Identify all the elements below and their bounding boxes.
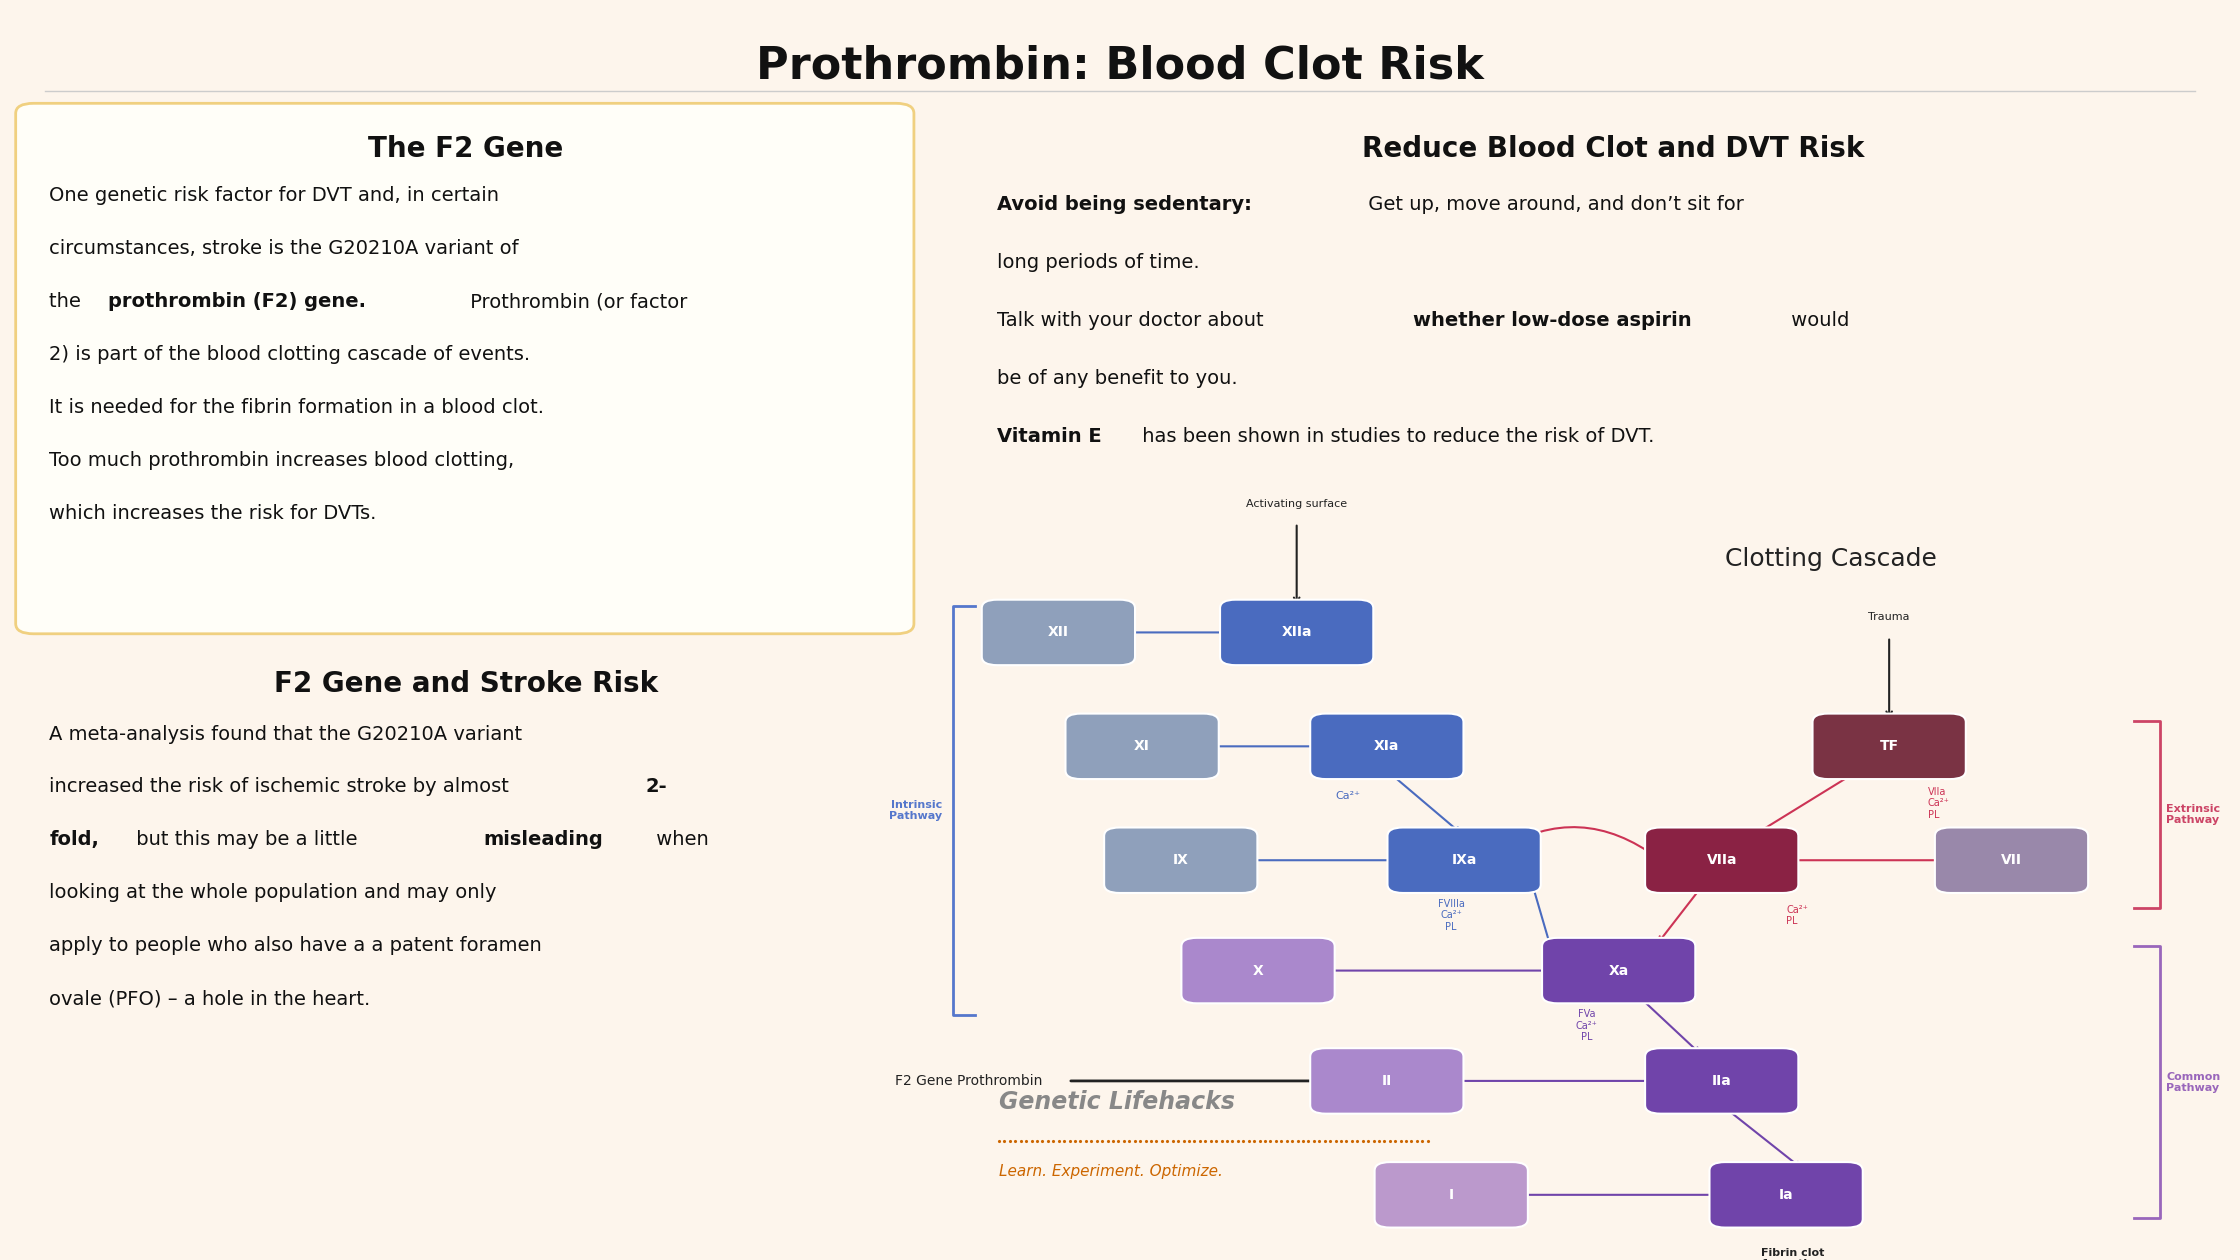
Text: VIIa
Ca²⁺
PL: VIIa Ca²⁺ PL — [1929, 786, 1949, 820]
Text: apply to people who also have a a patent foramen: apply to people who also have a a patent… — [49, 936, 542, 955]
FancyBboxPatch shape — [1221, 600, 1373, 665]
Text: Common
Pathway: Common Pathway — [2166, 1071, 2220, 1094]
Text: 2) is part of the blood clotting cascade of events.: 2) is part of the blood clotting cascade… — [49, 345, 531, 364]
Text: One genetic risk factor for DVT and, in certain: One genetic risk factor for DVT and, in … — [49, 186, 500, 205]
Text: X: X — [1252, 964, 1263, 978]
Text: F2 Gene and Stroke Risk: F2 Gene and Stroke Risk — [273, 670, 659, 698]
FancyBboxPatch shape — [1709, 1162, 1864, 1227]
FancyBboxPatch shape — [1541, 937, 1696, 1003]
Text: IXa: IXa — [1452, 853, 1476, 867]
FancyBboxPatch shape — [981, 600, 1136, 665]
Text: Prothrombin: Blood Clot Risk: Prothrombin: Blood Clot Risk — [757, 44, 1483, 87]
FancyBboxPatch shape — [1644, 1048, 1799, 1114]
Text: XIa: XIa — [1373, 740, 1400, 753]
Text: Activating surface: Activating surface — [1245, 499, 1346, 509]
Text: F2 Gene Prothrombin: F2 Gene Prothrombin — [896, 1074, 1042, 1087]
FancyBboxPatch shape — [1644, 828, 1799, 893]
Text: Get up, move around, and don’t sit for: Get up, move around, and don’t sit for — [1362, 195, 1743, 214]
Text: 2-: 2- — [645, 777, 668, 796]
Text: XIIa: XIIa — [1281, 625, 1313, 639]
Text: FVa
Ca²⁺
PL: FVa Ca²⁺ PL — [1575, 1009, 1597, 1042]
Text: misleading: misleading — [484, 830, 603, 849]
Text: Too much prothrombin increases blood clotting,: Too much prothrombin increases blood clo… — [49, 451, 515, 470]
Text: Ca²⁺: Ca²⁺ — [1335, 791, 1360, 801]
Text: Xa: Xa — [1608, 964, 1628, 978]
FancyBboxPatch shape — [1180, 937, 1335, 1003]
FancyBboxPatch shape — [1310, 713, 1463, 779]
Text: Talk with your doctor about: Talk with your doctor about — [997, 311, 1270, 330]
FancyBboxPatch shape — [1066, 713, 1219, 779]
Text: circumstances, stroke is the G20210A variant of: circumstances, stroke is the G20210A var… — [49, 239, 520, 258]
Text: Fibrin clot
formation: Fibrin clot formation — [1761, 1247, 1823, 1260]
Text: whether low-dose aspirin: whether low-dose aspirin — [1413, 311, 1691, 330]
Text: Intrinsic
Pathway: Intrinsic Pathway — [889, 800, 943, 822]
Text: A meta-analysis found that the G20210A variant: A meta-analysis found that the G20210A v… — [49, 724, 522, 743]
Text: Vitamin E: Vitamin E — [997, 427, 1102, 446]
FancyBboxPatch shape — [1387, 828, 1541, 893]
Text: FVIIIa
Ca²⁺
PL: FVIIIa Ca²⁺ PL — [1438, 898, 1465, 932]
Text: TF: TF — [1879, 740, 1900, 753]
Text: Trauma: Trauma — [1868, 612, 1911, 622]
Text: but this may be a little: but this may be a little — [130, 830, 363, 849]
Text: XII: XII — [1048, 625, 1068, 639]
Text: Prothrombin (or factor: Prothrombin (or factor — [464, 292, 688, 311]
FancyBboxPatch shape — [1375, 1162, 1528, 1227]
Text: Extrinsic
Pathway: Extrinsic Pathway — [2166, 804, 2220, 825]
Text: long periods of time.: long periods of time. — [997, 253, 1198, 272]
Text: prothrombin (F2) gene.: prothrombin (F2) gene. — [108, 292, 365, 311]
Text: has been shown in studies to reduce the risk of DVT.: has been shown in studies to reduce the … — [1136, 427, 1653, 446]
FancyBboxPatch shape — [1104, 828, 1257, 893]
Text: Ia: Ia — [1779, 1188, 1794, 1202]
Text: fold,: fold, — [49, 830, 99, 849]
Text: I: I — [1449, 1188, 1454, 1202]
Text: Genetic Lifehacks: Genetic Lifehacks — [999, 1090, 1234, 1114]
Text: would: would — [1785, 311, 1850, 330]
FancyBboxPatch shape — [16, 103, 914, 634]
Text: VII: VII — [2000, 853, 2023, 867]
Text: the: the — [49, 292, 87, 311]
Text: IIa: IIa — [1711, 1074, 1732, 1087]
FancyBboxPatch shape — [1812, 713, 1967, 779]
Text: ovale (PFO) – a hole in the heart.: ovale (PFO) – a hole in the heart. — [49, 989, 370, 1008]
FancyBboxPatch shape — [1935, 828, 2088, 893]
Text: II: II — [1382, 1074, 1391, 1087]
Text: when: when — [650, 830, 708, 849]
Text: IX: IX — [1174, 853, 1189, 867]
Text: It is needed for the fibrin formation in a blood clot.: It is needed for the fibrin formation in… — [49, 398, 544, 417]
Text: Ca²⁺
PL: Ca²⁺ PL — [1785, 905, 1808, 926]
Text: XI: XI — [1133, 740, 1149, 753]
Text: Reduce Blood Clot and DVT Risk: Reduce Blood Clot and DVT Risk — [1362, 135, 1864, 163]
Text: be of any benefit to you.: be of any benefit to you. — [997, 369, 1236, 388]
Text: looking at the whole population and may only: looking at the whole population and may … — [49, 883, 497, 902]
Text: Learn. Experiment. Optimize.: Learn. Experiment. Optimize. — [999, 1164, 1223, 1179]
Text: Clotting Cascade: Clotting Cascade — [1725, 547, 1938, 571]
Text: Avoid being sedentary:: Avoid being sedentary: — [997, 195, 1252, 214]
Text: increased the risk of ischemic stroke by almost: increased the risk of ischemic stroke by… — [49, 777, 515, 796]
Text: VIIa: VIIa — [1707, 853, 1736, 867]
FancyBboxPatch shape — [1310, 1048, 1463, 1114]
Text: which increases the risk for DVTs.: which increases the risk for DVTs. — [49, 504, 376, 523]
Text: The F2 Gene: The F2 Gene — [367, 135, 564, 163]
